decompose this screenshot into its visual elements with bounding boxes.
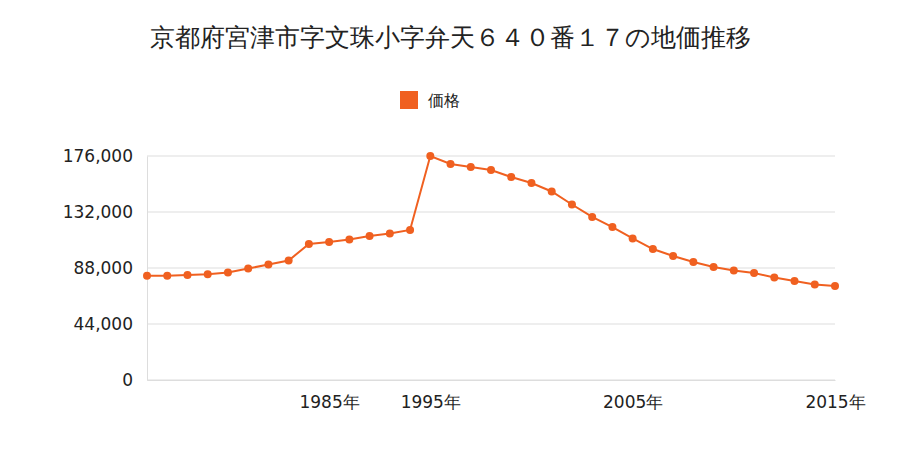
x-tick: 2015年 [805,380,865,412]
point [447,160,455,168]
point [831,282,839,290]
grid-line [147,156,835,157]
y-axis: 0 44,000 88,000 132,000 176,000 [63,146,148,390]
chart: 京都府宮津市字文珠小字弁天６４０番１７の地価推移価格 0 44,000 88,000 1… [0,0,900,450]
point [406,226,414,234]
point [507,173,515,181]
y-tick: 0 [122,370,147,390]
x-tick: 1995年 [401,380,461,412]
legend-label: 価格 [428,91,460,110]
legend: 価格 [400,91,460,110]
grid [147,156,835,380]
point [386,230,394,238]
point [467,163,475,171]
point [244,265,252,273]
y-tick-label: 88,000 [74,258,133,278]
point [264,261,272,269]
x-tick-label: 2005年 [603,392,663,412]
point [588,213,596,221]
grid-line [147,212,835,213]
point [649,245,657,253]
y-tick-label: 0 [122,370,133,390]
point [770,274,778,282]
y-tick-label: 132,000 [63,202,133,222]
point [750,269,758,277]
point [568,200,576,208]
y-tick: 176,000 [63,146,147,166]
point [608,223,616,231]
x-axis: 1985年 1995年 2005年 2015年 [148,380,866,412]
point [345,235,353,243]
grid-line [147,380,835,381]
x-tick-label: 2015年 [805,392,865,412]
point [730,267,738,275]
point [527,179,535,187]
point [426,152,434,160]
point [548,188,556,196]
y-axis-line [147,157,148,381]
y-tick-label: 176,000 [63,146,133,166]
point [285,256,293,264]
y-tick-label: 44,000 [74,314,133,334]
point [143,272,151,280]
point [811,281,819,289]
legend-swatch [400,91,418,109]
x-axis-line [148,380,836,381]
y-tick: 44,000 [74,314,147,334]
point [204,270,212,278]
point [629,234,637,242]
point [669,252,677,260]
x-tick: 2005年 [603,380,663,412]
point [325,238,333,246]
point [163,272,171,280]
point [689,258,697,266]
line [147,156,835,286]
y-tick: 88,000 [74,258,147,278]
point [183,271,191,279]
point [710,263,718,271]
point [366,232,374,240]
point [224,268,232,276]
x-tick: 1985年 [299,380,359,412]
plot-area [143,152,839,290]
x-tick-label: 1995年 [401,392,461,412]
point [487,166,495,174]
grid-line [147,324,835,325]
title: 京都府宮津市字文珠小字弁天６４０番１７の地価推移 [150,23,751,52]
point [305,240,313,248]
x-tick-label: 1985年 [299,392,359,412]
y-tick: 132,000 [63,202,147,222]
point [791,277,799,285]
